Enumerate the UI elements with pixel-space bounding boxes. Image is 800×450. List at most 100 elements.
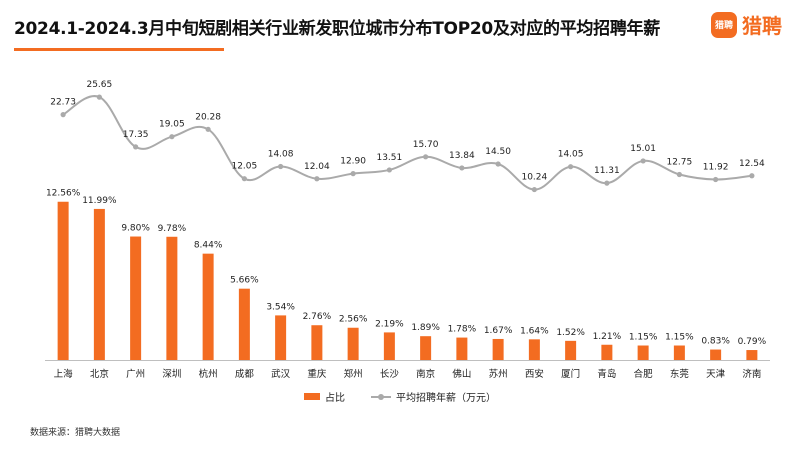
salary-point: [495, 161, 501, 167]
source-note: 数据来源：猎聘大数据: [30, 428, 121, 438]
salary-value-label: 20.28: [195, 112, 221, 122]
category-tick-label: 厦门: [561, 368, 580, 380]
salary-value-label: 14.50: [485, 147, 511, 157]
category-tick-label: 成都: [235, 368, 255, 380]
category-tick-label: 青岛: [597, 368, 616, 380]
bar-value-label: 1.89%: [411, 323, 440, 333]
category-tick-label: 天津: [706, 369, 726, 380]
salary-point: [96, 94, 102, 100]
salary-point: [60, 112, 66, 118]
logo-text: 猎聘: [742, 14, 782, 38]
salary-value-label: 15.70: [413, 140, 439, 150]
bar-value-label: 9.78%: [158, 224, 187, 234]
category-tick-label: 重庆: [307, 368, 327, 380]
salary-point: [676, 171, 682, 178]
bar: [528, 339, 540, 360]
bar-value-label: 2.19%: [375, 319, 404, 329]
salary-value-label: 13.51: [376, 153, 402, 163]
category-tick-label: 东莞: [670, 368, 690, 380]
legend-label-line: 平均招聘年薪（万元）: [396, 393, 496, 404]
salary-point: [169, 134, 175, 140]
category-tick-label: 广州: [126, 368, 145, 380]
bar-value-label: 1.67%: [484, 326, 513, 336]
bar-value-label: 1.15%: [665, 333, 694, 343]
salary-value-label: 17.35: [123, 130, 149, 140]
bar: [673, 345, 685, 360]
bar: [456, 337, 468, 360]
bar: [565, 340, 577, 360]
salary-line: [62, 95, 752, 191]
bar: [202, 253, 214, 360]
bar-value-label: 11.99%: [82, 196, 117, 206]
category-tick-label: 济南: [742, 368, 761, 380]
bar-value-label: 2.76%: [303, 312, 332, 322]
legend-swatch-line: [371, 392, 391, 402]
salary-value-label: 25.65: [86, 80, 112, 90]
category-tick-label: 郑州: [344, 368, 363, 380]
bar: [637, 345, 649, 360]
bar: [130, 236, 142, 360]
bar-value-label: 1.21%: [593, 332, 622, 342]
salary-value-label: 11.92: [703, 162, 729, 172]
bar: [166, 236, 178, 360]
salary-value-label: 14.05: [558, 150, 584, 160]
title-underline: [14, 48, 224, 51]
salary-value-label: 12.05: [231, 162, 257, 172]
category-tick-label: 合肥: [634, 368, 654, 380]
bar-value-label: 1.52%: [556, 328, 585, 338]
category-tick-label: 南京: [416, 368, 435, 380]
salary-point: [133, 144, 139, 150]
bar: [710, 349, 722, 360]
category-tick-label: 长沙: [380, 368, 400, 380]
salary-point: [350, 171, 356, 177]
salary-value-label: 11.31: [594, 166, 620, 176]
salary-point: [314, 176, 320, 182]
legend-swatch-bar: [304, 393, 320, 400]
bar-value-label: 0.83%: [701, 337, 730, 347]
bar-value-label: 5.66%: [230, 276, 259, 286]
category-tick-label: 西安: [525, 368, 544, 380]
legend-label-bar: 占比: [325, 393, 345, 404]
bar-value-label: 0.79%: [738, 337, 767, 347]
bar: [275, 315, 287, 360]
bar: [601, 344, 613, 360]
category-tick-label: 杭州: [199, 368, 218, 380]
salary-point: [205, 126, 211, 132]
salary-value-label: 14.08: [268, 150, 294, 160]
bar: [347, 327, 359, 360]
legend-item-bar: 占比: [304, 389, 345, 404]
salary-value-label: 19.05: [159, 120, 185, 130]
category-tick-label: 苏州: [489, 368, 508, 380]
category-tick-label: 武汉: [271, 368, 291, 380]
legend-item-line: 平均招聘年薪（万元）: [371, 389, 496, 404]
bar-value-label: 2.56%: [339, 315, 368, 325]
category-tick-label: 佛山: [452, 368, 471, 380]
category-tick-label: 北京: [90, 368, 109, 380]
salary-value-label: 22.73: [50, 98, 76, 108]
chart-title: 2024.1-2024.3月中旬短剧相关行业新发职位城市分布TOP20及对应的平…: [14, 19, 660, 39]
category-tick-label: 深圳: [162, 369, 181, 380]
salary-point: [568, 164, 574, 170]
liepin-logo: 猎聘 猎聘: [711, 10, 782, 39]
bar: [57, 201, 69, 360]
salary-value-label: 10.24: [521, 173, 547, 183]
salary-value-label: 13.84: [449, 151, 475, 161]
logo-badge: 猎聘: [711, 11, 737, 38]
bar: [311, 325, 323, 360]
bar: [492, 338, 504, 360]
salary-point: [459, 165, 465, 171]
bar: [383, 332, 395, 360]
salary-point: [713, 176, 719, 183]
salary-value-label: 12.04: [304, 162, 330, 172]
salary-value-label: 12.90: [340, 157, 366, 167]
bar: [420, 336, 432, 360]
salary-point: [531, 186, 537, 193]
bar-value-label: 1.78%: [448, 325, 477, 335]
salary-point: [423, 154, 429, 160]
salary-point: [278, 163, 284, 170]
bar-value-label: 8.44%: [194, 241, 223, 251]
salary-point: [386, 167, 392, 173]
category-tick-label: 上海: [54, 368, 74, 380]
salary-value-label: 15.01: [630, 144, 656, 154]
